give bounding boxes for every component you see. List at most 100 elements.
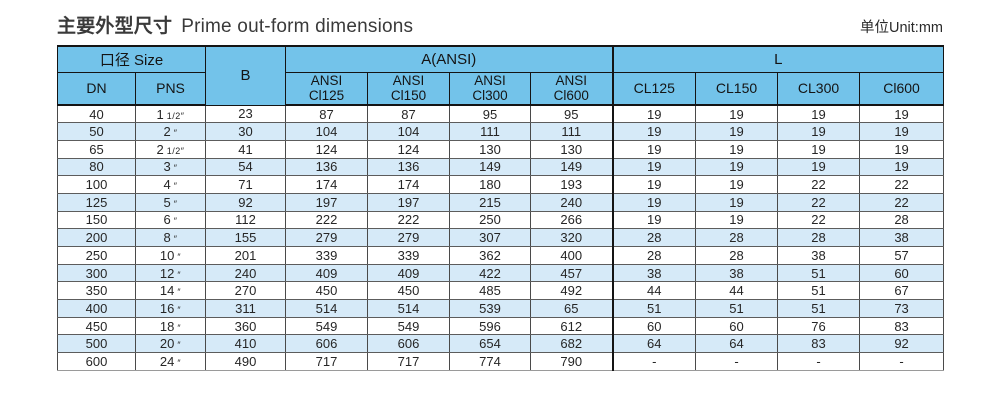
table-row: 500 20 ″ 410 606 606 654 682 64 64 83 92 [57,334,945,354]
pns-fraction-inch-mark: ″ [170,181,178,192]
table-cell: 44 [611,281,697,301]
table-cell: 549 [285,316,369,336]
table-cell: 19 [611,122,697,141]
pns-fraction-inch-mark: ″ [174,304,182,315]
table-cell: 22 [859,192,945,212]
table-cell: 1 1/2″ [134,104,207,124]
table-cell: 222 [367,210,451,230]
table-cell: 270 [205,281,287,301]
header-dn: DN [57,71,136,106]
table-cell: 492 [530,281,614,301]
table-cell: 136 [285,157,369,177]
table-cell: 57 [859,246,945,265]
table-row: 100 4 ″ 71 174 174 180 193 19 19 22 22 [57,175,945,194]
table-cell: 64 [695,334,779,354]
table-cell: 19 [777,157,861,177]
table-cell: 28 [859,210,945,230]
table-cell: 19 [611,210,697,230]
pns-fraction-inch-mark: ″ [174,269,182,280]
table-header-row-groups: 口径 Size B A(ANSI) L [56,45,945,106]
table-cell: 19 [695,210,779,230]
table-cell: 19 [777,139,861,159]
table-cell: 38 [859,228,945,247]
header-l-cl600: Cl600 [859,71,945,106]
pns-fraction-inch-mark: ″ [174,340,182,351]
table-cell: 8 ″ [134,228,207,247]
pns-fraction-inch-mark: 1/2″ [163,145,185,156]
pns-fraction-inch-mark: ″ [174,322,182,333]
table-row: 300 12 ″ 240 409 409 422 457 38 38 51 60 [57,263,945,283]
table-cell: 339 [285,246,369,265]
table-cell: 64 [611,334,697,354]
table-cell: - [695,352,779,371]
table-cell: 24 ″ [134,352,207,371]
table-cell: 130 [530,139,614,159]
table-cell: 654 [449,334,532,354]
title-bar: 主要外型尺寸 Prime out-form dimensions 单位Unit:m… [57,11,943,38]
pns-fraction-inch-mark: ″ [170,163,178,174]
header-ansi-cl300: ANSI Cl300 [449,71,532,106]
table-cell: 41 [205,139,287,159]
table-cell: 19 [695,104,779,124]
header-a-ansi-group: A(ANSI) [285,45,614,73]
table-cell: 222 [285,210,369,230]
table-cell: 215 [449,192,532,212]
table-cell: 410 [205,334,287,354]
table-cell: 514 [367,299,451,318]
pns-fraction-inch-mark: ″ [174,287,182,298]
table-cell: 14 ″ [134,281,207,301]
table-cell: 76 [777,316,861,336]
table-cell: 174 [285,175,369,194]
table-cell: 51 [777,281,861,301]
header-l-cl125: CL125 [611,71,697,106]
table-row: 450 18 ″ 360 549 549 596 612 60 60 76 83 [57,316,945,336]
table-row: 600 24 ″ 490 717 717 774 790- - - - [57,352,945,371]
table-cell: 130 [449,139,532,159]
table-cell: 717 [367,352,451,371]
table-cell: 44 [695,281,779,301]
dimensions-table: 口径 Size B A(ANSI) L DN PNS ANSI Cl125 AN… [56,45,945,371]
table-cell: 549 [367,316,451,336]
table-cell: 450 [57,316,136,336]
table-cell: 28 [695,228,779,247]
table-cell: 28 [777,228,861,247]
table-cell: 54 [205,157,287,177]
table-cell: 450 [285,281,369,301]
table-cell: 400 [530,246,614,265]
header-l-cl300: CL300 [777,71,861,106]
table-cell: 28 [611,246,697,265]
table-row: 150 6 ″ 112 222 222 250 266 19 19 22 28 [57,210,945,230]
table-cell: 80 [57,157,136,177]
table-cell: 197 [367,192,451,212]
table-cell: 240 [530,192,614,212]
table-cell: 28 [611,228,697,247]
table-cell: 155 [205,228,287,247]
table-cell: 19 [611,139,697,159]
table-cell: 95 [530,104,614,124]
table-cell: 100 [57,175,136,194]
unit-label: 单位Unit:mm [860,20,943,36]
header-l-group: L [611,45,945,73]
table-cell: 22 [859,175,945,194]
table-cell: 612 [530,316,614,336]
table-cell: 136 [367,157,451,177]
table-cell: 19 [695,157,779,177]
table-cell: 92 [859,334,945,354]
table-cell: 12 ″ [134,263,207,283]
table-cell: 4 ″ [134,175,207,194]
table-cell: 87 [285,104,369,124]
table-cell: 2 ″ [134,122,207,141]
table-cell: 240 [205,263,287,283]
table-cell: 490 [205,352,287,371]
table-cell: 22 [777,210,861,230]
table-cell: 320 [530,228,614,247]
table-cell: 19 [859,139,945,159]
table-cell: 125 [57,192,136,212]
table-cell: 266 [530,210,614,230]
table-cell: 22 [777,175,861,194]
table-cell: - [611,352,697,371]
table-cell: - [859,352,945,371]
table-cell: 19 [611,175,697,194]
table-cell: 19 [695,175,779,194]
table-cell: 60 [695,316,779,336]
